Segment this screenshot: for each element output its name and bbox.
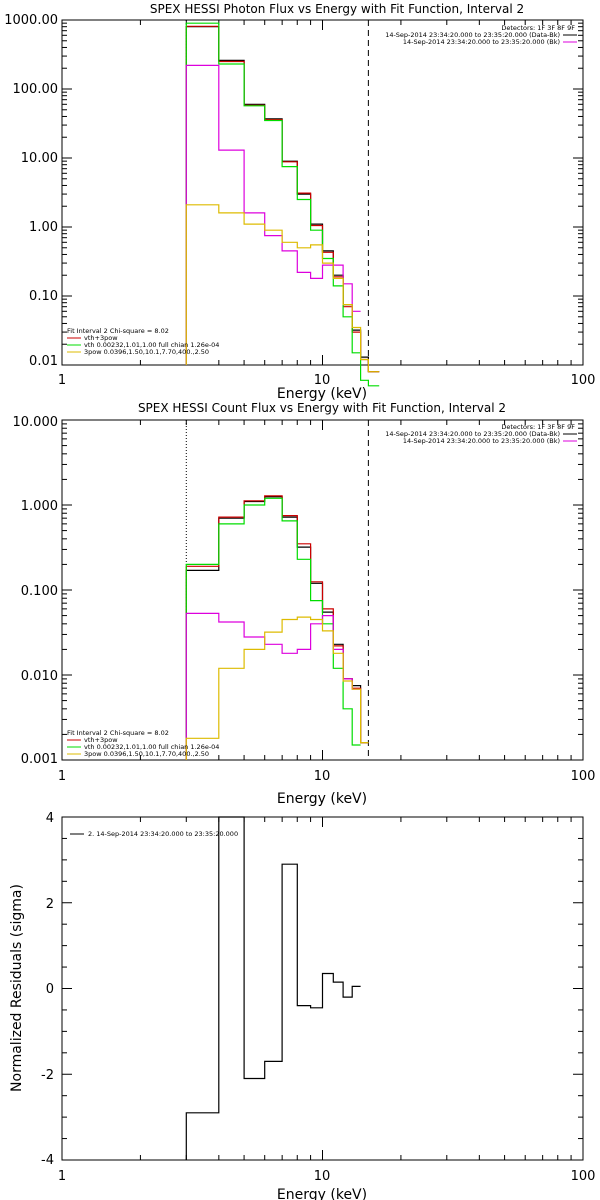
y-tick-label: 2 [46,897,54,912]
tick-marks [61,19,584,366]
reference-lines [185,420,369,760]
legend-entry-label: 14-Sep-2014 23:34:20.000 to 23:35:20.000… [403,437,560,445]
y-tick-labels: 4 2 0 -2 -4 [41,811,54,1168]
legend-entry-label: vth 0.00232,1.01,1.00 full chian 1.26e-0… [84,341,219,349]
series-line [185,25,380,373]
legend-header: Detectors: 1F 3F 8F 9F [501,423,575,431]
series-line [185,64,361,365]
x-tick-label: 10 [314,1169,331,1184]
y-tick-label: 100.00 [13,82,59,97]
legend-header: Fit Interval 2 Chi-square = 8.02 [67,729,169,737]
series-line [185,495,369,760]
legend-entry-label: vth+3pow [84,736,118,744]
y-tick-label: 1.000 [21,499,58,514]
x-tick-label: 10 [314,769,331,784]
x-axis-label: Energy (keV) [277,791,367,807]
series-group [185,495,369,760]
y-tick-label: 0.010 [21,669,58,684]
series-line [185,26,380,373]
x-tick-label: 100 [571,769,596,784]
chart-title: SPEX HESSI Photon Flux vs Energy with Fi… [150,2,524,16]
series-line [185,816,361,1160]
y-axis-label: Normalized Residuals (sigma) [9,884,25,1092]
count-flux-panel: SPEX HESSI Count Flux vs Energy with Fit… [13,401,596,807]
legend-entry-label: 14-Sep-2014 23:34:20.000 to 23:35:20.000… [403,38,560,46]
plot-frame [61,19,584,366]
y-tick-label: 0 [46,982,54,997]
legend-entry-label: 3pow 0.0396,1.50,10.1,7.70,400.,2.50 [84,750,209,758]
x-tick-labels: 1 10 100 [58,1169,596,1184]
y-tick-label: 0.001 [21,752,58,767]
x-tick-label: 100 [571,373,596,388]
legend-entry-label: 3pow 0.0396,1.50,10.1,7.70,400.,2.50 [84,348,209,356]
x-tick-label: 1 [58,373,66,388]
x-tick-label: 10 [314,373,331,388]
legend-entry-label: vth+3pow [84,334,118,342]
y-tick-label: 0.01 [29,354,58,369]
series-line [185,22,380,387]
legend-entry-label: 14-Sep-2014 23:34:20.000 to 23:35:20.000… [385,430,560,438]
y-tick-label: 1000.00 [4,13,58,28]
y-tick-label: 4 [46,811,54,826]
y-tick-label: -4 [41,1153,54,1168]
y-tick-label: 0.100 [21,584,58,599]
legend-entry-label: vth 0.00232,1.01,1.00 full chian 1.26e-0… [84,743,219,751]
legend-entry-label: 2. 14-Sep-2014 23:34:20.000 to 23:35:20.… [88,830,238,838]
y-tick-label: 1.00 [29,220,58,235]
y-tick-label: 10.00 [21,151,58,166]
legend-header: Fit Interval 2 Chi-square = 8.02 [67,327,169,335]
x-axis-label: Energy (keV) [277,386,367,402]
y-tick-label: -2 [41,1068,54,1083]
series-line [185,616,369,760]
tick-marks [61,816,584,1161]
series-line [185,496,369,760]
photon-flux-panel: SPEX HESSI Photon Flux vs Energy with Fi… [4,2,595,402]
series-line [185,204,380,373]
x-tick-label: 100 [571,1169,596,1184]
reference-lines [185,20,369,365]
chart-title: SPEX HESSI Count Flux vs Energy with Fit… [138,401,506,415]
x-tick-labels: 1 10 100 [58,373,596,388]
x-tick-label: 1 [58,769,66,784]
residuals-panel: 4 2 0 -2 -4 1 10 100 Energy (keV) Normal… [9,811,595,1200]
legend-lower: Fit Interval 2 Chi-square = 8.02 vth+3po… [67,327,219,356]
series-group [185,22,380,387]
y-tick-labels: 1000.00 100.00 10.00 1.00 0.10 0.01 [4,13,58,369]
legend-upper: Detectors: 1F 3F 8F 9F 14-Sep-2014 23:34… [385,423,577,445]
series-line [185,497,361,760]
x-tick-labels: 1 10 100 [58,769,596,784]
legend: 2. 14-Sep-2014 23:34:20.000 to 23:35:20.… [70,830,238,838]
y-tick-labels: 10.000 1.000 0.100 0.010 0.001 [13,415,59,767]
legend-lower: Fit Interval 2 Chi-square = 8.02 vth+3po… [67,729,219,758]
legend-header: Detectors: 1F 3F 8F 9F [501,24,575,32]
x-tick-label: 1 [58,1169,66,1184]
legend-upper: Detectors: 1F 3F 8F 9F 14-Sep-2014 23:34… [385,24,577,46]
legend-entry-label: 14-Sep-2014 23:34:20.000 to 23:35:20.000… [385,31,560,39]
tick-marks [61,419,584,761]
series-group [185,816,361,1160]
x-axis-label: Energy (keV) [277,1187,367,1200]
y-tick-label: 0.10 [29,289,58,304]
y-tick-label: 10.000 [13,415,59,430]
